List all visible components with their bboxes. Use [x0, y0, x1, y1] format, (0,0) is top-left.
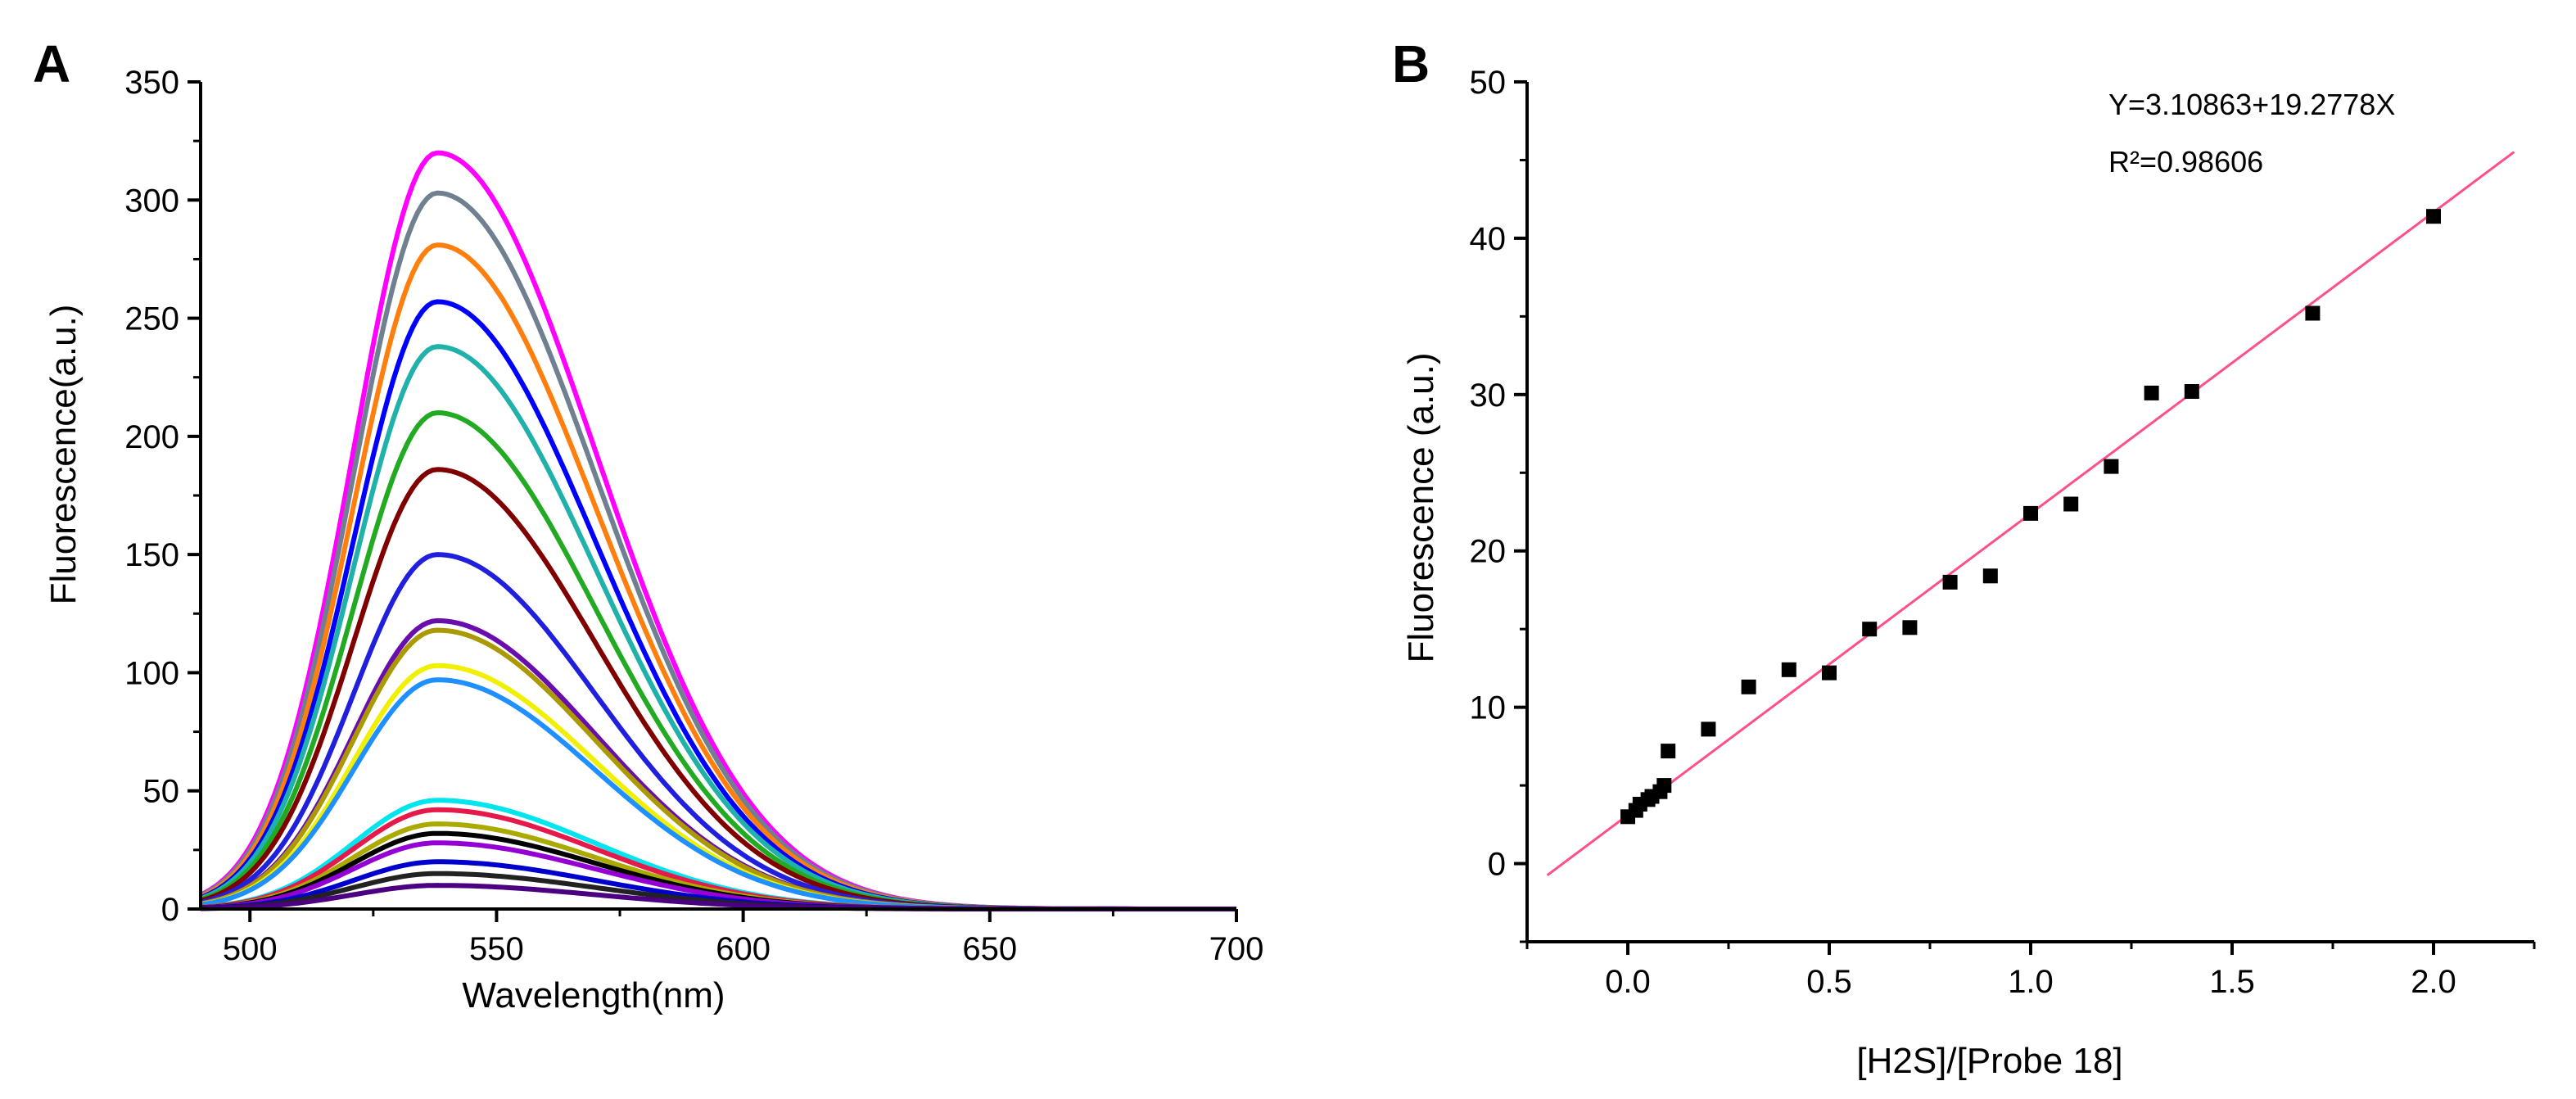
data-point — [1701, 721, 1716, 737]
data-point — [2426, 209, 2441, 224]
panel-letter-b: B — [1392, 34, 1430, 93]
data-point — [2144, 385, 2159, 400]
r-squared: R²=0.98606 — [2108, 145, 2263, 179]
data-point — [1656, 778, 1672, 794]
data-point — [2104, 459, 2119, 474]
panel-letter-a: A — [33, 34, 70, 93]
y-tick-label-b: 10 — [1470, 690, 1507, 726]
data-points-group — [1620, 209, 2441, 825]
data-point — [2023, 505, 2038, 521]
x-tick-label-a: 600 — [716, 931, 771, 967]
y-axis-title-b: Fluorescence (a.u.) — [1401, 352, 1441, 663]
y-tick-label-b: 0 — [1488, 847, 1506, 883]
x-tick-label-a: 700 — [1209, 931, 1264, 967]
data-point — [1942, 574, 1958, 590]
y-tick-label-b: 40 — [1470, 221, 1507, 257]
y-tick-label-b: 20 — [1470, 534, 1507, 570]
x-axis-title-b: [H2S]/[Probe 18] — [1856, 1041, 2122, 1081]
y-tick-label-a: 150 — [124, 537, 179, 573]
data-point — [1862, 622, 1878, 637]
y-tick-label-a: 300 — [124, 183, 179, 219]
spectra-chart: A 0 50 100 150 200 250 300 350 500 550 600 650 700 W… — [33, 34, 1263, 1015]
x-tick-label-b: 2.0 — [2411, 964, 2456, 1000]
data-point — [1781, 662, 1796, 677]
x-axis-title-a: Wavelength(nm) — [462, 975, 725, 1015]
y-tick-label-a: 0 — [161, 892, 179, 928]
y-tick-label-a: 200 — [124, 419, 179, 455]
data-point — [1741, 679, 1756, 694]
data-point — [1982, 568, 1998, 584]
axes-b: 0 10 20 30 40 50 0.0 0.5 1.0 1.5 2.0 — [1470, 65, 2536, 1000]
x-tick-label-b: 0.0 — [1605, 964, 1651, 1000]
y-tick-label-a: 350 — [124, 65, 179, 101]
y-tick-label-a: 100 — [124, 655, 179, 691]
axes-a: 0 50 100 150 200 250 300 350 500 550 600 650 700 — [124, 65, 1263, 967]
y-tick-label-a: 250 — [124, 301, 179, 337]
data-point — [2063, 496, 2079, 512]
x-tick-label-b: 0.5 — [1806, 964, 1852, 1000]
y-tick-label-b: 30 — [1470, 378, 1507, 414]
y-tick-label-b: 50 — [1470, 65, 1507, 101]
x-tick-label-b: 1.0 — [2008, 964, 2054, 1000]
x-tick-label-a: 550 — [469, 931, 524, 967]
data-point — [2305, 305, 2321, 321]
x-tick-label-a: 500 — [223, 931, 278, 967]
y-axis-title-a: Fluorescence(a.u.) — [43, 305, 84, 605]
calibration-chart: B 0 10 20 30 40 50 0.0 0.5 1.0 1.5 2.0 Y=3.10863+1… — [1392, 34, 2536, 1081]
spectra-series-group — [199, 150, 1236, 911]
x-tick-label-a: 650 — [962, 931, 1017, 967]
x-tick-label-b: 1.5 — [2209, 964, 2255, 1000]
data-point — [1902, 620, 1918, 635]
data-point — [1822, 665, 1837, 681]
y-tick-label-a: 50 — [143, 774, 180, 810]
data-point — [2184, 384, 2199, 399]
fit-equation: Y=3.10863+19.2778X — [2108, 88, 2395, 121]
data-point — [1661, 744, 1676, 759]
